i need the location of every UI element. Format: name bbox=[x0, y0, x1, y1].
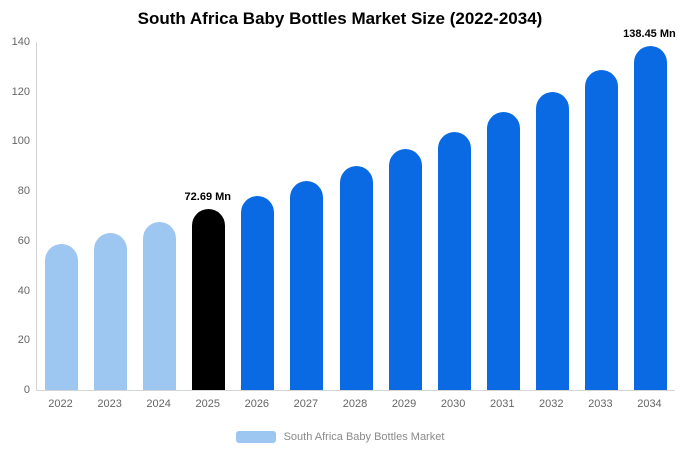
y-tick-label: 80 bbox=[17, 185, 30, 198]
x-tick-label: 2028 bbox=[342, 398, 368, 410]
y-tick-label: 100 bbox=[11, 135, 30, 148]
y-tick-label: 140 bbox=[11, 36, 30, 48]
bar-2025 bbox=[192, 209, 226, 390]
bar-value-label: 138.45 Mn bbox=[623, 27, 676, 40]
y-tick-label: 40 bbox=[17, 284, 30, 297]
bar-2028 bbox=[339, 166, 373, 390]
bar-2030 bbox=[437, 131, 471, 390]
x-tick-label: 2026 bbox=[244, 398, 270, 410]
bar-2022 bbox=[45, 244, 79, 390]
x-tick-label: 2024 bbox=[146, 398, 171, 410]
bar-2034 bbox=[633, 45, 667, 390]
bar-2026 bbox=[241, 195, 275, 390]
y-tick-label: 20 bbox=[17, 334, 30, 347]
x-tick-label: 2029 bbox=[391, 398, 417, 410]
x-tick-label: 2022 bbox=[48, 398, 73, 410]
legend: South Africa Baby Bottles Market bbox=[0, 431, 680, 443]
x-tick-label: 2023 bbox=[97, 398, 122, 410]
plot-area bbox=[36, 42, 675, 391]
legend-label: South Africa Baby Bottles Market bbox=[283, 431, 445, 443]
bar-2033 bbox=[584, 69, 618, 390]
legend-swatch bbox=[235, 431, 276, 443]
x-tick-label: 2033 bbox=[588, 398, 613, 410]
bar-2032 bbox=[535, 91, 569, 390]
y-tick-label: 60 bbox=[17, 234, 30, 247]
x-tick-label: 2030 bbox=[440, 398, 466, 410]
x-tick-label: 2025 bbox=[195, 398, 220, 410]
bar-value-label: 72.69 Mn bbox=[184, 191, 231, 204]
bar-2027 bbox=[290, 181, 324, 390]
bar-2031 bbox=[486, 112, 520, 390]
x-tick-label: 2031 bbox=[489, 398, 515, 410]
x-tick-label: 2027 bbox=[293, 398, 319, 410]
bar-2024 bbox=[143, 221, 177, 390]
x-tick-label: 2034 bbox=[637, 398, 662, 410]
chart-title: South Africa Baby Bottles Market Size (2… bbox=[137, 9, 543, 28]
x-tick-label: 2032 bbox=[539, 398, 564, 410]
y-tick-label: 0 bbox=[23, 384, 30, 396]
y-tick-label: 120 bbox=[11, 85, 30, 98]
bar-2029 bbox=[388, 149, 422, 390]
bar-2023 bbox=[94, 233, 128, 390]
